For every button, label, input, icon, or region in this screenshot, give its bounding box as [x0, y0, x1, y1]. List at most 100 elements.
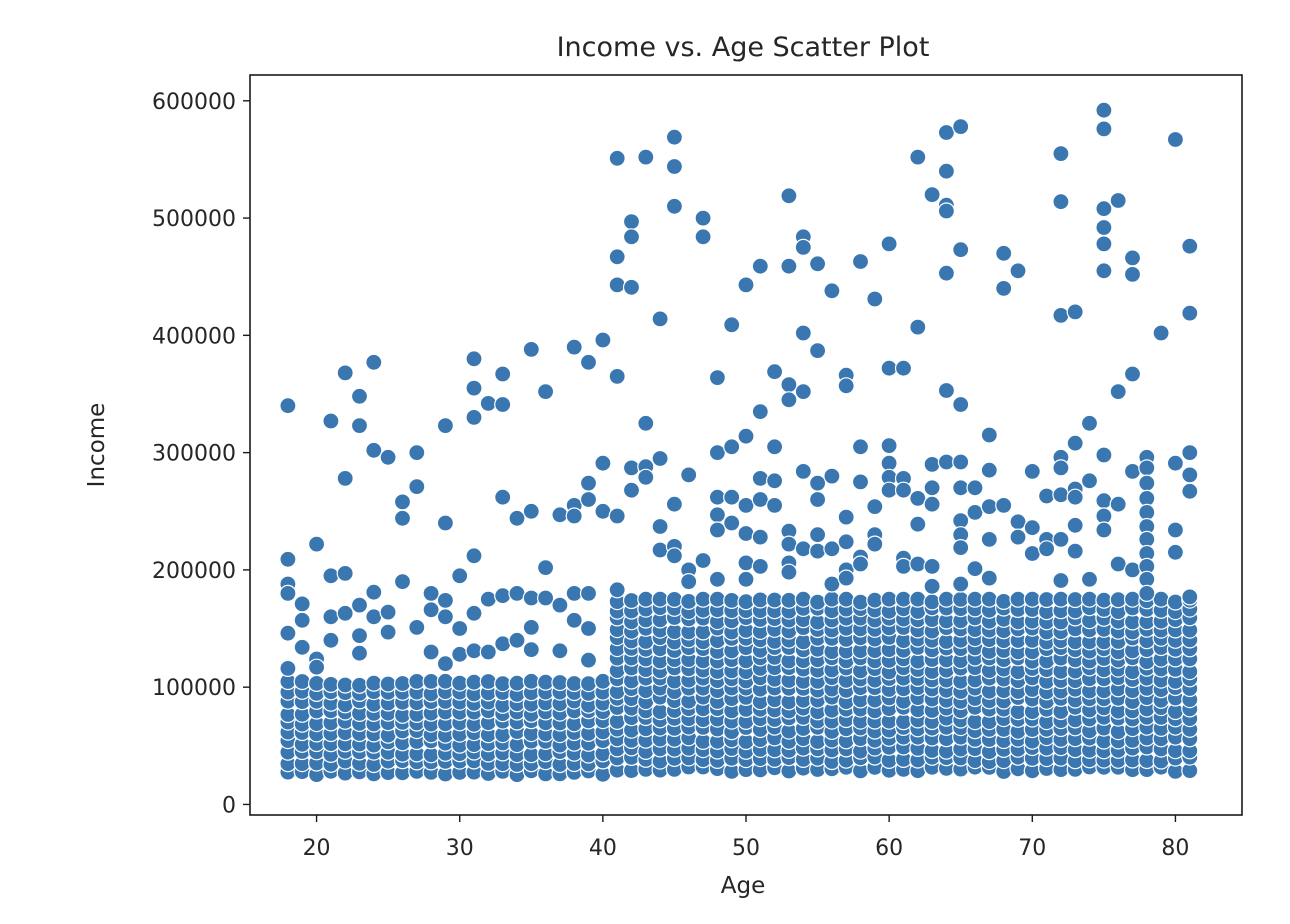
data-point [952, 479, 970, 497]
data-point [293, 611, 311, 629]
data-point [808, 490, 827, 509]
data-point [737, 554, 755, 572]
data-point [1066, 590, 1084, 609]
data-point [565, 338, 583, 356]
data-point [350, 626, 369, 645]
data-point [894, 481, 913, 499]
data-point [1052, 306, 1070, 324]
data-point [436, 672, 454, 690]
data-point [723, 438, 741, 456]
data-point [393, 509, 412, 527]
data-point [708, 444, 727, 462]
data-point [952, 538, 970, 557]
data-point [594, 502, 612, 520]
data-point [350, 596, 369, 614]
data-point [1123, 462, 1142, 480]
data-point [665, 157, 684, 176]
data-point [723, 514, 741, 532]
data-point [393, 493, 412, 511]
data-point [780, 376, 798, 394]
data-point [1023, 590, 1041, 608]
data-point [823, 590, 841, 608]
data-point [737, 427, 755, 445]
data-point [765, 472, 784, 490]
data-point [365, 353, 383, 371]
data-point [665, 547, 684, 565]
x-tick-label: 70 [1018, 836, 1046, 861]
data-point [1123, 249, 1142, 267]
data-point [436, 655, 454, 673]
data-point [937, 453, 956, 471]
data-point [880, 590, 898, 608]
data-point [1080, 570, 1099, 588]
data-point [536, 589, 555, 607]
data-point [651, 702, 669, 721]
data-point [737, 570, 755, 588]
data-point [579, 353, 598, 371]
data-point [665, 197, 684, 215]
data-point [1138, 584, 1156, 603]
data-point [909, 489, 927, 507]
data-point [579, 674, 598, 693]
data-point [708, 590, 727, 608]
data-point [995, 244, 1013, 262]
data-point [665, 128, 684, 146]
data-point [494, 587, 512, 605]
data-point [1037, 487, 1056, 505]
data-point [350, 387, 369, 405]
data-point [508, 584, 526, 603]
data-point [522, 618, 540, 637]
data-point [1052, 571, 1070, 590]
data-point [579, 490, 598, 509]
data-point [1009, 528, 1027, 546]
data-point [365, 674, 383, 692]
data-point [350, 676, 369, 694]
data-point [880, 481, 898, 499]
data-point [322, 567, 340, 585]
data-point [350, 417, 369, 435]
data-point [622, 278, 641, 296]
data-point [909, 515, 927, 533]
data-point [1123, 365, 1142, 383]
data-point [980, 530, 998, 549]
chart-title: Income vs. Age Scatter Plot [557, 32, 930, 63]
data-point [1066, 434, 1084, 452]
data-point [1181, 466, 1199, 484]
data-point [522, 502, 540, 520]
data-point [322, 608, 340, 626]
data-point [952, 453, 970, 471]
data-point [952, 575, 970, 593]
data-point [422, 643, 440, 661]
data-point [494, 365, 512, 383]
data-point [751, 528, 769, 546]
data-point [422, 672, 440, 691]
data-point [322, 675, 340, 694]
data-point [508, 674, 526, 692]
data-point [966, 590, 984, 608]
data-point [408, 478, 426, 496]
data-point [494, 488, 512, 506]
data-point [894, 590, 913, 608]
data-point [594, 454, 612, 472]
data-point [594, 672, 612, 690]
data-point [379, 448, 397, 466]
data-point [751, 490, 769, 509]
x-tick-label: 60 [875, 836, 903, 861]
data-point [551, 642, 569, 660]
data-point [794, 383, 812, 401]
data-point [336, 364, 354, 382]
data-point [837, 533, 855, 551]
data-point [1123, 561, 1142, 579]
data-point [308, 674, 326, 693]
y-axis-ticks: 0 100000 200000 300000 400000 500000 600000 [152, 90, 250, 818]
data-point [322, 412, 340, 430]
data-point [1109, 591, 1127, 609]
data-point [923, 577, 941, 595]
data-point [622, 481, 641, 499]
data-point [894, 557, 913, 576]
data-point [465, 642, 483, 660]
data-point [1181, 482, 1199, 500]
data-point [723, 591, 741, 610]
data-point [980, 498, 998, 516]
data-point [1166, 130, 1185, 149]
